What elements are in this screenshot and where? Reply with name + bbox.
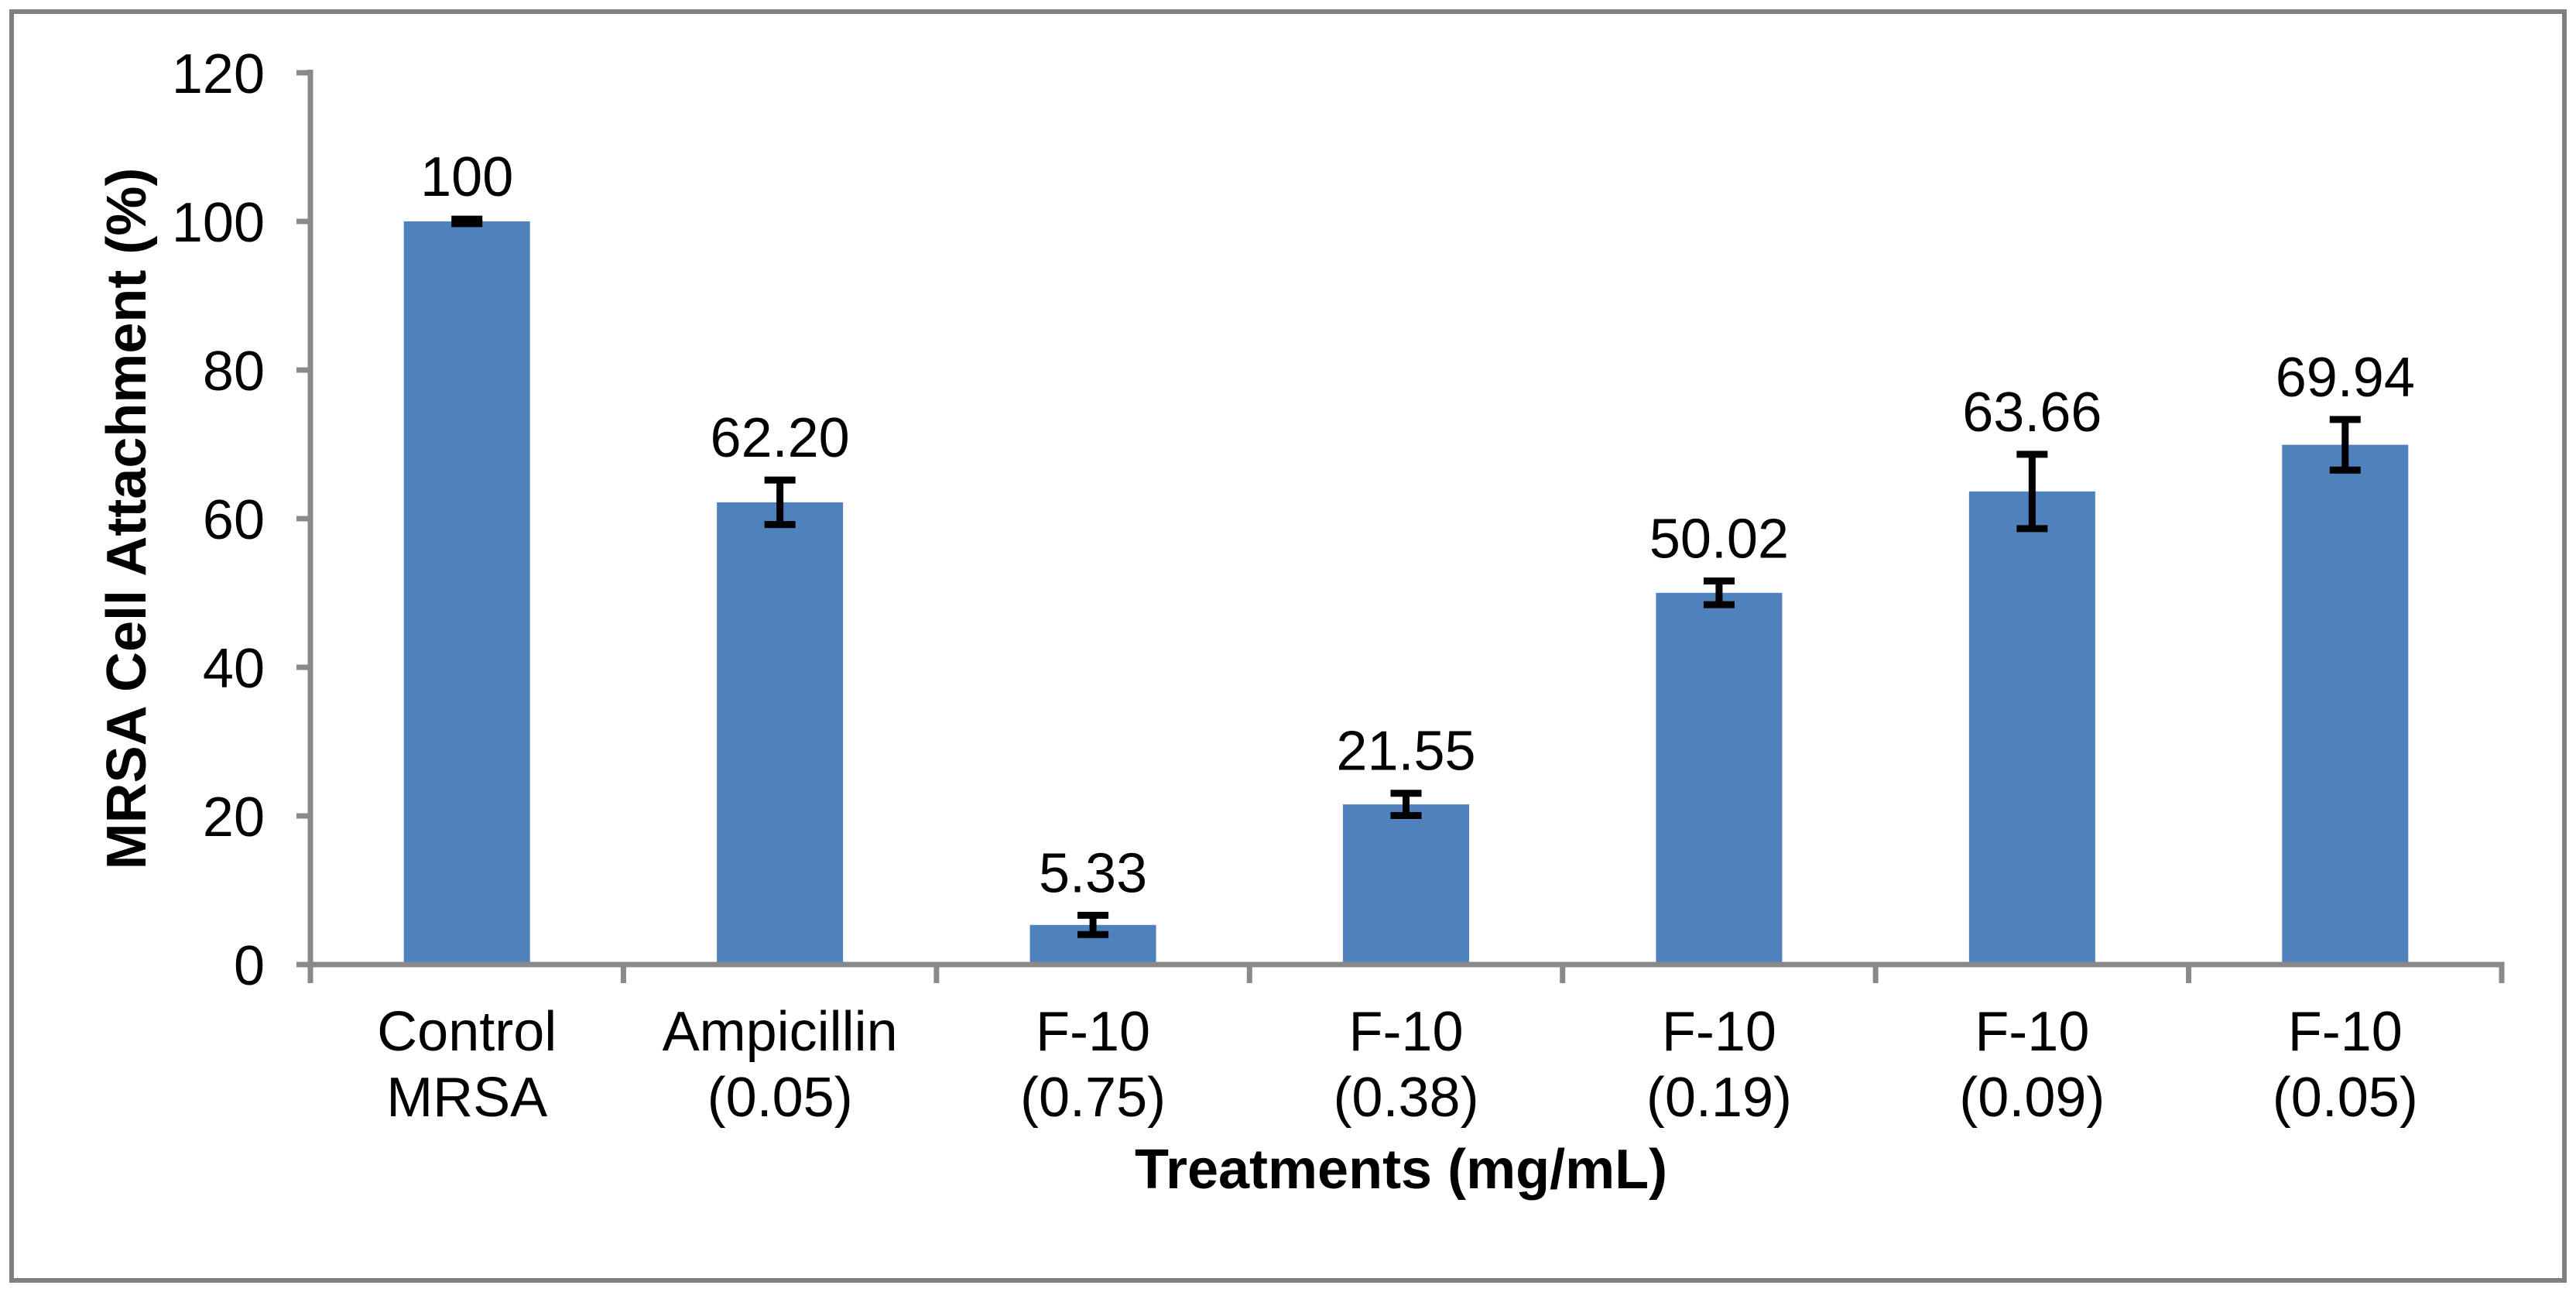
plot-bar <box>1968 491 2095 965</box>
category-label-line2: MRSA <box>386 1067 547 1129</box>
bar-value-label: 63.66 <box>1962 382 2102 444</box>
category-label-line1: F-10 <box>1036 1001 1150 1063</box>
category-label-line2: (0.75) <box>1020 1067 1166 1129</box>
plot-bar <box>2282 444 2409 965</box>
bar-value-label: 5.33 <box>1039 842 1147 904</box>
y-tick-label: 60 <box>203 489 265 551</box>
y-tick-label: 100 <box>172 192 265 254</box>
y-tick-label: 120 <box>172 43 265 105</box>
bar-value-label: 69.94 <box>2276 347 2415 409</box>
category-label-line2: (0.05) <box>2273 1067 2418 1129</box>
y-tick-label: 0 <box>234 935 265 997</box>
y-tick-label: 20 <box>203 787 265 848</box>
category-label-line1: F-10 <box>2288 1001 2403 1063</box>
y-axis-title: MRSA Cell Attachment (%) <box>96 168 158 870</box>
bar-value-label: 21.55 <box>1336 721 1475 783</box>
bar-value-label: 62.20 <box>711 407 850 469</box>
y-tick-label: 40 <box>203 638 265 700</box>
category-label-line1: F-10 <box>1975 1001 2089 1063</box>
category-label-line1: Control <box>377 1001 557 1063</box>
category-label-line2: (0.19) <box>1646 1067 1792 1129</box>
category-label-line2: (0.38) <box>1333 1067 1478 1129</box>
plot-bar <box>1343 804 1469 965</box>
bar-value-label: 100 <box>420 146 513 208</box>
y-tick-label: 80 <box>203 341 265 403</box>
category-label-line1: F-10 <box>1348 1001 1463 1063</box>
plot-bar <box>717 502 844 965</box>
x-axis-title: Treatments (mg/mL) <box>1135 1139 1667 1201</box>
plot-bar <box>1656 592 1783 965</box>
category-label-line2: (0.05) <box>707 1067 853 1129</box>
bar-value-label: 50.02 <box>1649 508 1789 570</box>
category-label-line1: F-10 <box>1662 1001 1776 1063</box>
plot-bar <box>403 221 530 965</box>
category-label-line1: Ampicillin <box>663 1001 898 1063</box>
category-label-line2: (0.09) <box>1959 1067 2105 1129</box>
